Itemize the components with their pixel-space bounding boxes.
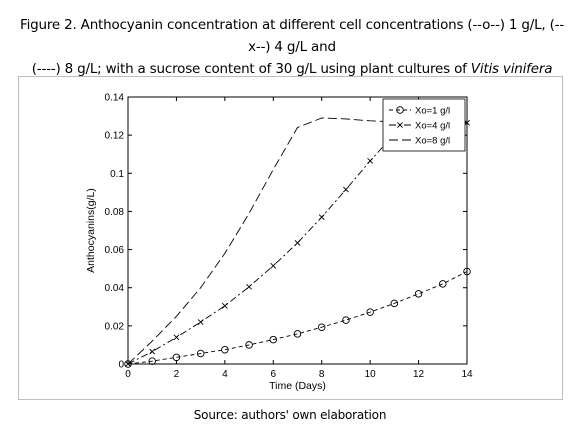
series-2-point bbox=[221, 302, 228, 309]
series-2-point bbox=[294, 239, 301, 246]
legend-marker-2 bbox=[397, 122, 403, 128]
y-tick-label: 0.06 bbox=[105, 245, 125, 256]
series-1-point bbox=[221, 345, 229, 354]
legend-label-3: Xo=8 g/l bbox=[415, 136, 450, 147]
series-1-point bbox=[390, 299, 399, 308]
series-line-1 bbox=[128, 271, 467, 364]
y-tick-label: 0.04 bbox=[105, 283, 125, 294]
series-2-point bbox=[149, 348, 156, 355]
series-2-point bbox=[367, 157, 374, 164]
series-2-point bbox=[246, 283, 252, 290]
series-line-2 bbox=[128, 119, 467, 364]
series-2-point bbox=[197, 319, 204, 325]
plot-layer: 0 2 4 6 8 10 12 14 0 0.02 0.04 0.06 0.08 0.1 0.12 0.14 T… bbox=[85, 93, 473, 393]
series-1-point bbox=[414, 290, 423, 298]
series-2-point bbox=[173, 334, 180, 341]
source-note: Source: authors' own elaboration bbox=[193, 408, 387, 422]
caption-line-2: (----) 8 g/L; with a sucrose content of … bbox=[14, 58, 570, 80]
series-1-point bbox=[172, 353, 181, 362]
x-tick-label: 4 bbox=[222, 369, 228, 380]
x-tick-label: 10 bbox=[365, 369, 377, 380]
x-tick-label: 12 bbox=[413, 369, 425, 380]
series-2-point bbox=[318, 214, 325, 221]
y-axis-label: Anthocyanins(g/L) bbox=[85, 188, 97, 273]
series-1-point bbox=[124, 360, 132, 368]
x-tick-label: 14 bbox=[461, 369, 473, 380]
series-1-point bbox=[463, 267, 471, 276]
caption-line-2-text: (----) 8 g/L; with a sucrose content of … bbox=[31, 61, 471, 77]
series-1-point bbox=[269, 335, 278, 344]
series-1-point bbox=[439, 280, 447, 288]
x-axis-label: Time (Days) bbox=[269, 380, 326, 392]
series-1-point bbox=[148, 357, 156, 365]
x-tick-label: 6 bbox=[271, 369, 277, 380]
series-2-point bbox=[343, 186, 349, 193]
legend-box bbox=[382, 98, 466, 152]
y-tick-label: 0.12 bbox=[105, 131, 125, 142]
figure-caption: Figure 2. Anthocyanin concentration at d… bbox=[14, 14, 570, 80]
x-tick-label: 0 bbox=[125, 369, 131, 380]
caption-line-1: Figure 2. Anthocyanin concentration at d… bbox=[19, 17, 565, 55]
x-tick-label: 8 bbox=[319, 369, 325, 380]
series-1-point bbox=[342, 316, 350, 324]
y-tick-label: 0.14 bbox=[105, 93, 125, 104]
series-2-point bbox=[270, 262, 277, 269]
y-tick-label: 0.02 bbox=[105, 321, 125, 332]
x-tick-label: 2 bbox=[174, 369, 180, 380]
caption-species-name: Vitis vinifera bbox=[470, 61, 553, 77]
series-1-point bbox=[366, 308, 374, 316]
y-tick-label: 0 bbox=[118, 360, 124, 371]
series-1-point bbox=[293, 330, 302, 338]
legend-marker-1 bbox=[396, 106, 404, 114]
series-1-point bbox=[196, 349, 205, 358]
y-tick-label: 0.08 bbox=[105, 207, 125, 218]
series-1-point bbox=[245, 341, 253, 349]
legend-label-1: Xo=1 g/l bbox=[415, 106, 450, 117]
legend-label-2: Xo=4 g/l bbox=[415, 121, 450, 132]
series-1-point bbox=[317, 323, 326, 331]
y-tick-label: 0.1 bbox=[110, 169, 124, 180]
